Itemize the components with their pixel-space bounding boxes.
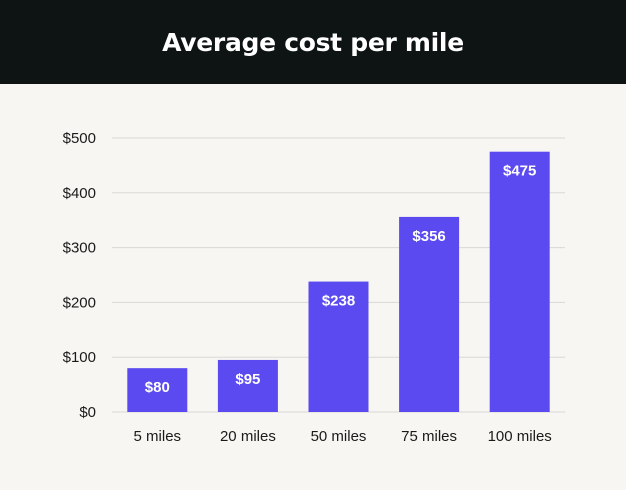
x-tick-label: 50 miles bbox=[311, 428, 367, 445]
bar-20-miles bbox=[217, 359, 278, 412]
bar-value-label: $238 bbox=[322, 293, 355, 310]
y-tick-label: $500 bbox=[63, 130, 96, 147]
x-tick-label: 100 miles bbox=[488, 428, 552, 445]
bar-value-label: $475 bbox=[503, 163, 536, 180]
bar-value-label: $95 bbox=[235, 371, 260, 388]
y-tick-label: $400 bbox=[63, 185, 96, 202]
x-axis-ticks: 5 miles 20 miles 50 miles 75 miles 100 miles bbox=[134, 428, 552, 445]
y-tick-label: $0 bbox=[79, 404, 96, 421]
bar-5-miles bbox=[127, 368, 188, 412]
bar-100-miles bbox=[489, 151, 550, 412]
x-tick-label: 20 miles bbox=[220, 428, 276, 445]
y-tick-label: $200 bbox=[63, 294, 96, 311]
chart-header: Average cost per mile bbox=[0, 0, 626, 84]
bar-value-label: $356 bbox=[412, 228, 445, 245]
y-axis-ticks: $0 $100 $200 $300 $400 $500 bbox=[63, 130, 96, 421]
y-tick-label: $300 bbox=[63, 240, 96, 257]
bar-75-miles bbox=[399, 216, 460, 412]
bars: $80 $95 $238 $356 $475 bbox=[127, 151, 550, 412]
x-tick-label: 5 miles bbox=[134, 428, 182, 445]
y-tick-label: $100 bbox=[63, 349, 96, 366]
chart-title: Average cost per mile bbox=[162, 27, 464, 57]
x-tick-label: 75 miles bbox=[401, 428, 457, 445]
bar-50-miles bbox=[308, 281, 369, 412]
bar-value-label: $80 bbox=[145, 379, 170, 396]
